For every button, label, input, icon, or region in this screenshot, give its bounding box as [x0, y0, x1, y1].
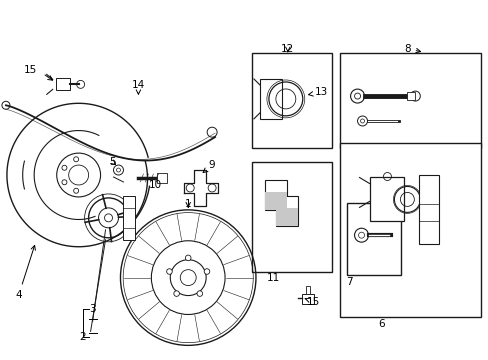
Bar	[275, 196, 297, 226]
Text: 1: 1	[184, 199, 191, 209]
Text: 14: 14	[132, 80, 145, 94]
Bar	[56, 78, 69, 90]
Text: 4: 4	[16, 246, 35, 300]
Bar	[419, 175, 438, 244]
Bar	[305, 285, 309, 293]
Bar	[251, 54, 331, 148]
Bar	[123, 196, 135, 240]
Bar	[157, 173, 167, 183]
Text: 13: 13	[308, 87, 327, 97]
Circle shape	[197, 291, 202, 296]
Text: 10: 10	[148, 180, 162, 190]
Circle shape	[204, 269, 209, 274]
Circle shape	[185, 255, 191, 261]
Circle shape	[166, 269, 172, 274]
Bar	[339, 54, 480, 148]
Bar	[260, 79, 281, 119]
Bar	[301, 293, 313, 303]
Text: 2: 2	[79, 332, 86, 342]
Text: 12: 12	[281, 44, 294, 54]
Text: 15: 15	[24, 66, 38, 76]
Text: 7: 7	[346, 276, 352, 287]
Bar	[251, 162, 331, 272]
Text: 6: 6	[377, 319, 384, 329]
Bar	[264, 180, 286, 210]
Bar	[126, 205, 134, 211]
Bar	[407, 92, 414, 100]
Bar	[275, 208, 297, 226]
Text: 9: 9	[203, 160, 215, 172]
Bar	[126, 225, 134, 231]
Text: 15: 15	[306, 297, 319, 306]
Text: 3: 3	[89, 305, 96, 315]
Text: 8: 8	[403, 44, 420, 54]
Text: 5: 5	[109, 157, 116, 167]
Bar	[369, 176, 404, 221]
Text: 11: 11	[267, 273, 280, 283]
Bar	[346, 203, 401, 275]
Bar	[264, 192, 286, 210]
Bar	[339, 143, 480, 318]
Circle shape	[173, 291, 179, 296]
